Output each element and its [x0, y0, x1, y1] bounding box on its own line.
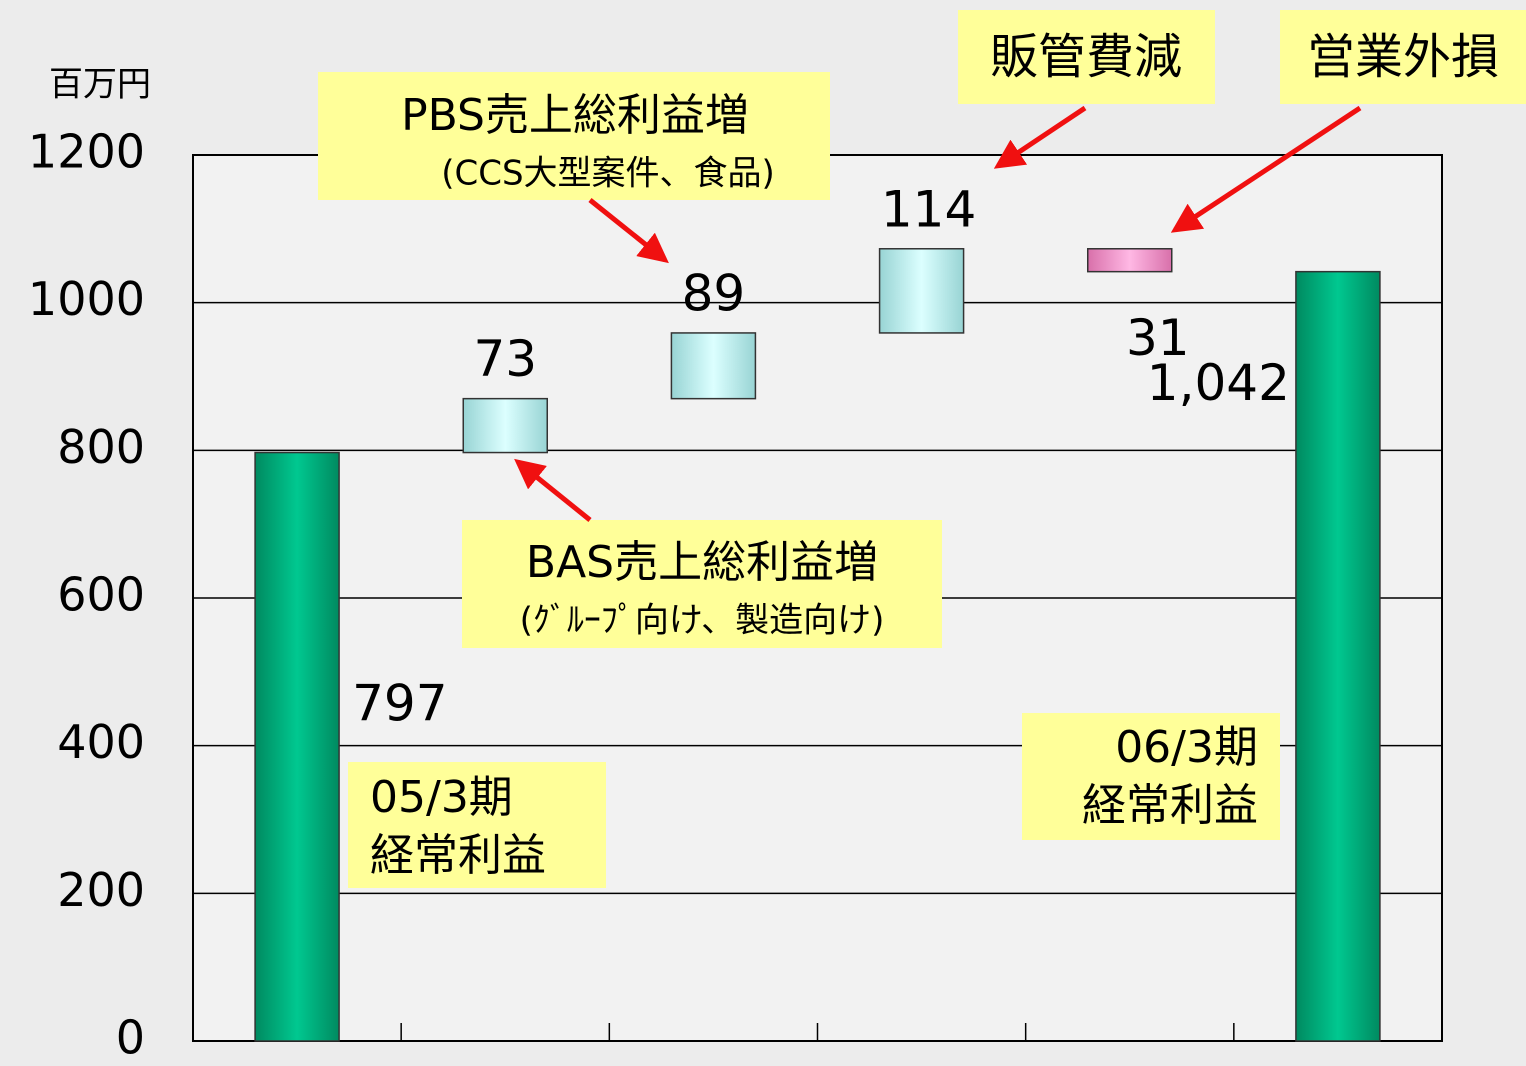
annotation-text: 経常利益 [1082, 780, 1258, 831]
y-tick-label: 1200 [28, 125, 145, 179]
annotation-text: BAS売上総利益増 [526, 537, 878, 588]
bar [1295, 270, 1381, 1042]
annotation-text: PBS売上総利益増 [401, 90, 749, 141]
data-label: 797 [352, 674, 447, 732]
annotation-box [1280, 10, 1526, 104]
bar [878, 248, 965, 334]
data-label: 89 [682, 264, 746, 322]
y-tick-label: 200 [57, 863, 145, 917]
y-tick-label: 0 [116, 1011, 145, 1065]
bar [670, 332, 757, 400]
data-label: 31 [1126, 309, 1190, 367]
y-tick-label: 600 [57, 568, 145, 622]
bar [1087, 248, 1173, 273]
annotation-text: 販管費減 [990, 29, 1182, 85]
annotation-text: 05/3期 [370, 772, 513, 823]
annotation-text: 営業外損 [1307, 29, 1499, 85]
bar [462, 397, 548, 454]
annotation-box [348, 762, 606, 888]
annotation-arrow [514, 458, 592, 522]
annotation-arrow [1170, 105, 1362, 233]
y-tick-label: 400 [57, 715, 145, 769]
annotation-arrow [588, 198, 669, 264]
annotation-arrow [993, 105, 1087, 169]
annotation-text: 経常利益 [370, 830, 546, 881]
annotation-text: 06/3期 [1115, 722, 1258, 773]
data-label: 114 [881, 180, 976, 238]
bar [254, 451, 340, 1042]
annotation-text: (ｸﾞﾙｰﾌﾟ向け、製造向け) [520, 601, 885, 641]
annotation-text: (CCS大型案件、食品) [441, 154, 775, 194]
annotation-box [318, 72, 830, 200]
y-tick-label: 800 [57, 420, 145, 474]
y-tick-label: 1000 [28, 272, 145, 326]
y-axis-label: 百万円 [49, 65, 151, 105]
data-label: 1,042 [1147, 354, 1290, 412]
annotation-box [1022, 713, 1280, 840]
annotation-box [462, 520, 942, 648]
data-label: 73 [473, 330, 537, 388]
annotation-box [958, 10, 1215, 104]
